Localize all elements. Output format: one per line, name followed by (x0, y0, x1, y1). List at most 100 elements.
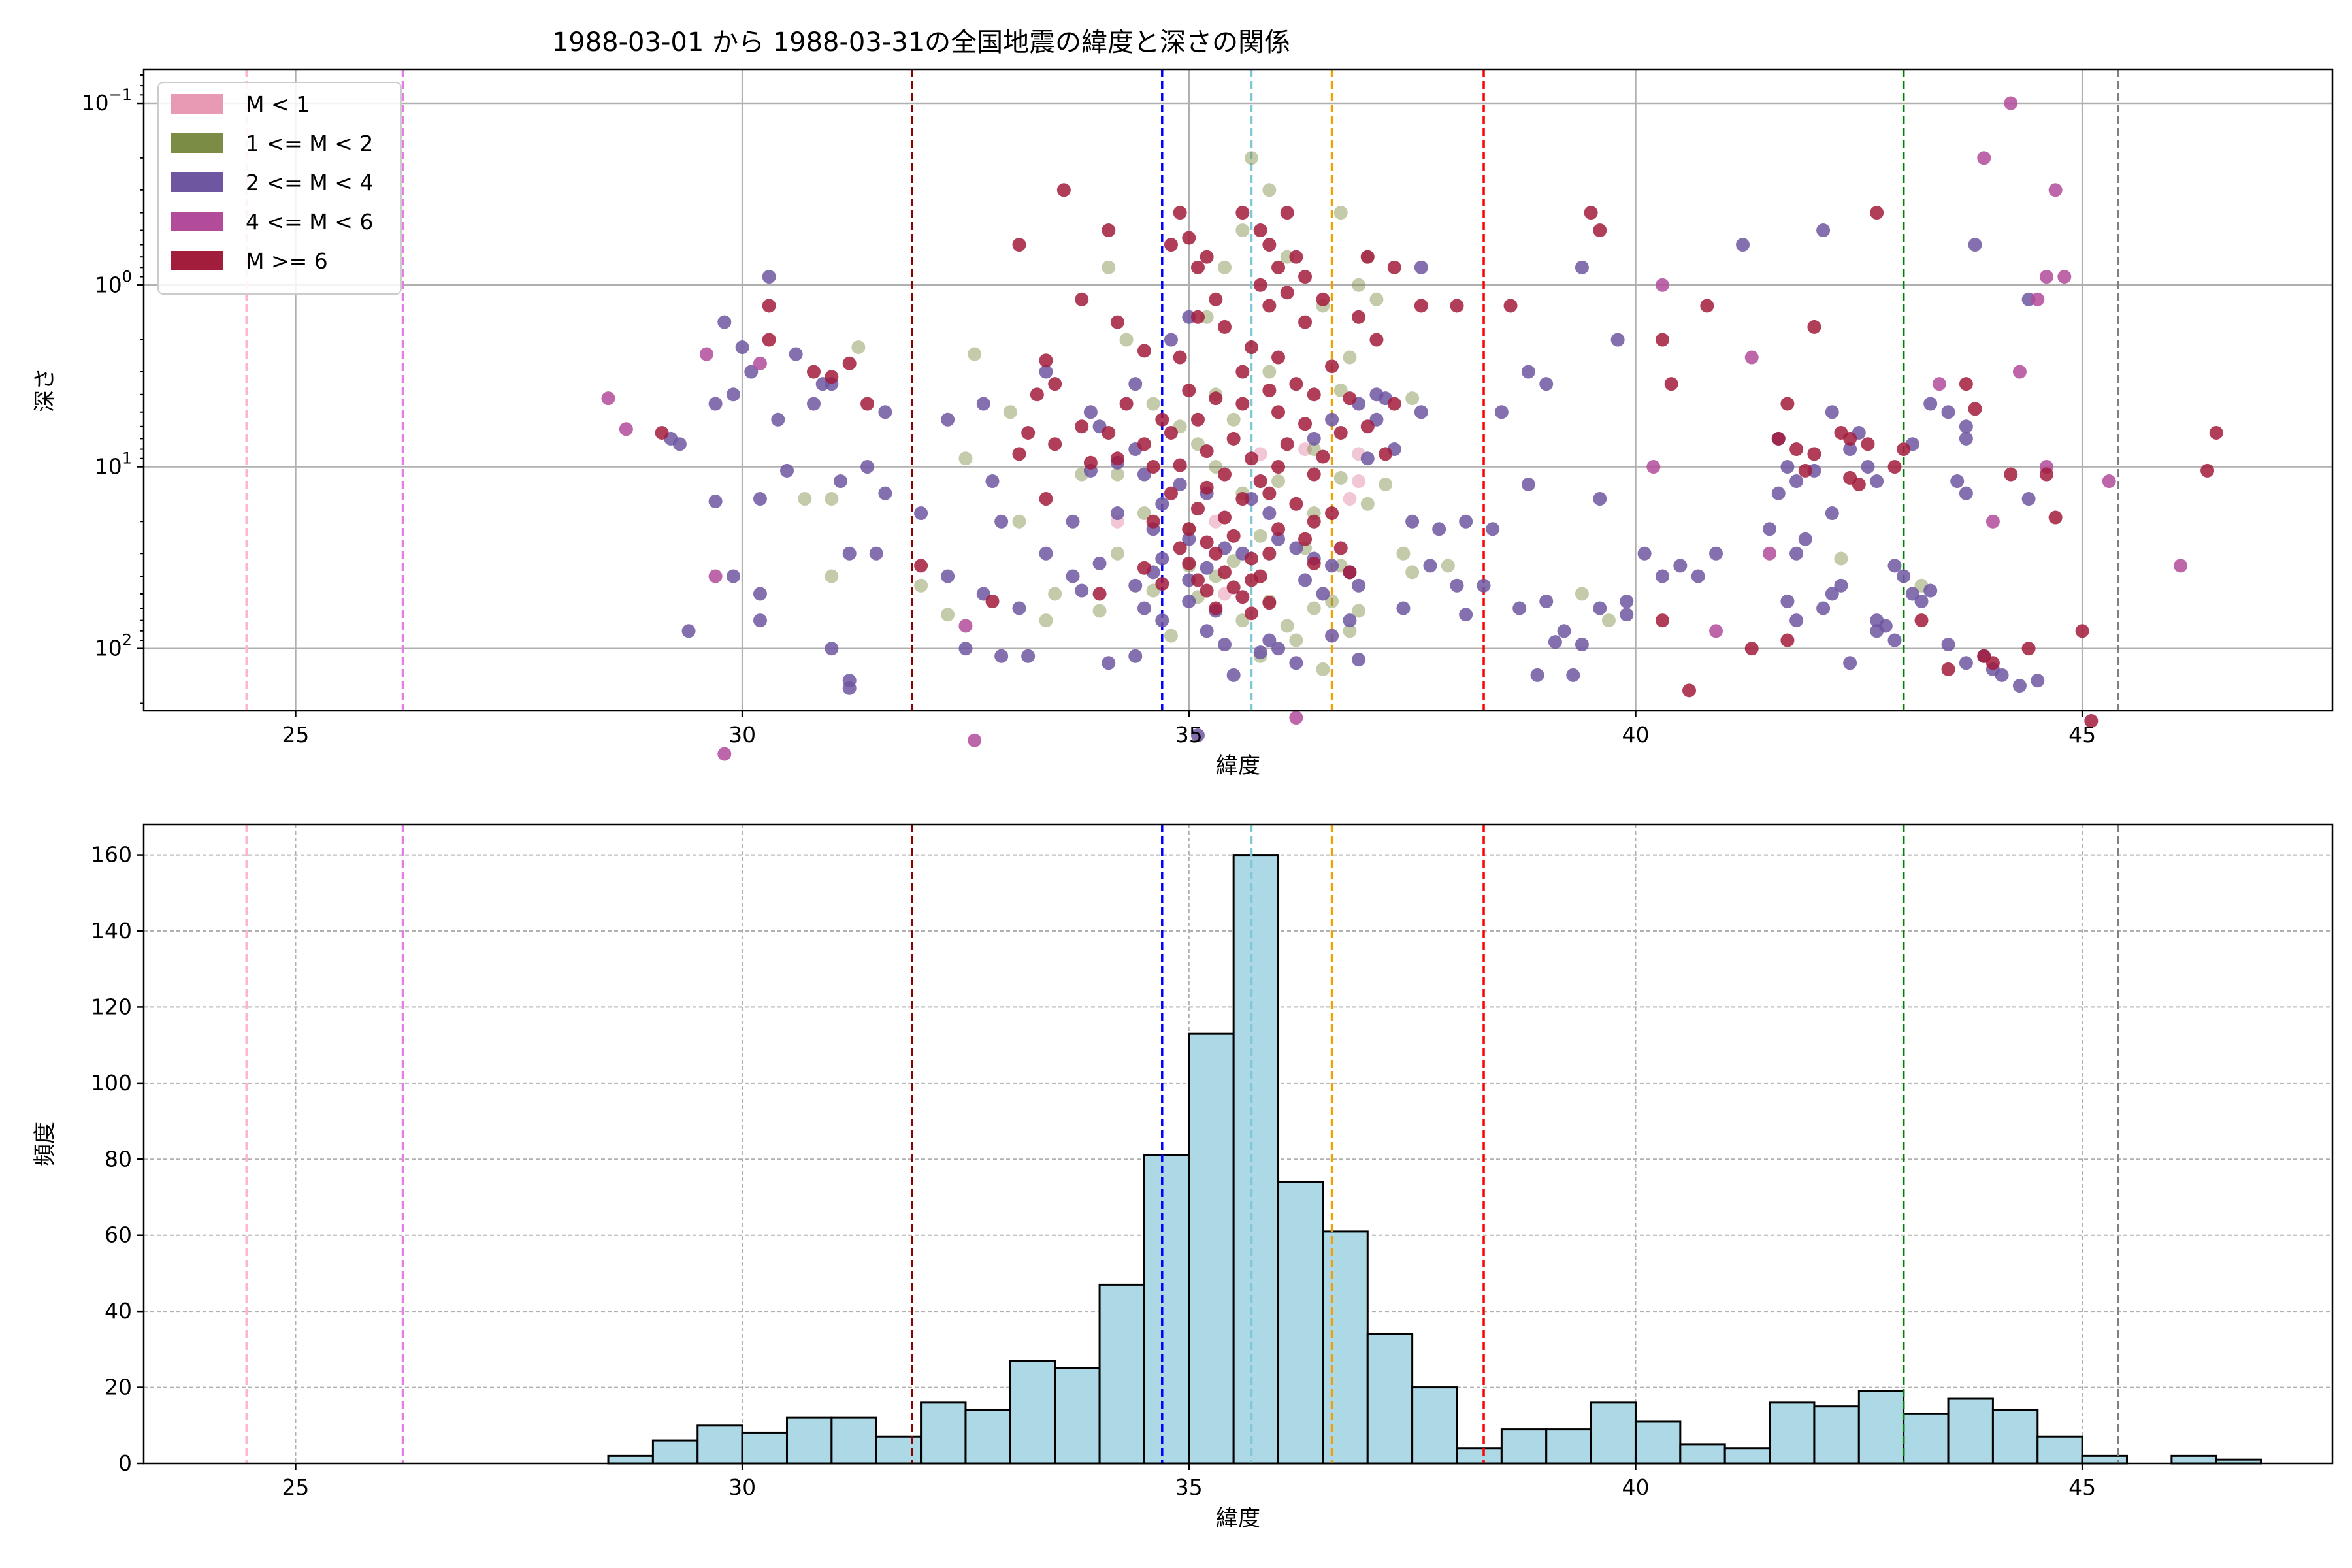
hist-bar (1991, 1409, 2039, 1465)
scatter-point (1173, 350, 1187, 365)
scatter-point (1262, 365, 1277, 379)
scatter-point (1521, 477, 1535, 491)
hist-bar (1634, 1420, 1682, 1465)
scatter-point (1575, 587, 1589, 601)
scatter-point (1146, 397, 1160, 411)
scatter-point (1807, 319, 1821, 334)
scatter-point (1253, 278, 1267, 292)
scatter-point (968, 347, 982, 361)
legend-swatch (171, 212, 223, 231)
scatter-point (1209, 292, 1223, 306)
scatter-point (1164, 486, 1178, 500)
scatter-point (1995, 668, 2009, 682)
scatter-point (1289, 541, 1303, 555)
scatter-point (1280, 206, 1294, 220)
hist-y-tick-label: 160 (91, 842, 132, 868)
hist-y-tick-label: 80 (105, 1146, 132, 1171)
scatter-point (1352, 310, 1366, 324)
legend-label: 2 <= M < 4 (246, 170, 373, 195)
scatter-point (1575, 638, 1589, 652)
scatter-point (1307, 431, 1321, 446)
scatter-point (601, 391, 615, 406)
scatter-point (1593, 223, 1607, 238)
scatter-point (1209, 391, 1223, 406)
scatter-point (2200, 463, 2215, 478)
scatter-point (1289, 250, 1303, 264)
scatter-point (1763, 522, 1777, 536)
scatter-point (681, 624, 696, 638)
scatter-point (2048, 183, 2063, 197)
scatter-point (1566, 668, 1580, 682)
scatter-point (1414, 299, 1428, 313)
scatter-point (1226, 668, 1241, 682)
scatter-point (1190, 260, 1205, 274)
scatter-point (1959, 486, 1973, 500)
scatter-point (1092, 556, 1107, 570)
scatter-point (1825, 506, 1839, 521)
scatter-point (1959, 419, 1973, 434)
scatter-point (1182, 231, 1196, 245)
scatter-point (1709, 624, 1723, 638)
scatter-y-tick-label: 10−1 (82, 86, 132, 116)
hist-y-tick-label: 40 (105, 1298, 132, 1324)
scatter-point (825, 642, 839, 656)
scatter-point (1316, 449, 1330, 464)
scatter-point (1333, 470, 1348, 485)
scatter-point (1870, 474, 1884, 489)
hist-bar (2170, 1454, 2217, 1465)
scatter-point (1941, 405, 1955, 419)
scatter-point (1441, 559, 1455, 573)
scatter-point (1271, 532, 1286, 546)
scatter-point (914, 578, 928, 593)
scatter-point (958, 619, 973, 633)
scatter-x-tick-label: 30 (728, 722, 756, 747)
scatter-point (851, 340, 866, 355)
scatter-y-tick-label: 102 (95, 631, 132, 661)
scatter-point (1655, 613, 1669, 628)
scatter-point (1387, 397, 1401, 411)
scatter-point (1262, 299, 1277, 313)
scatter-point (1271, 522, 1286, 536)
scatter-point (1200, 480, 1214, 495)
scatter-point (1217, 638, 1232, 652)
hist-bar (607, 1454, 654, 1465)
scatter-point (1405, 565, 1420, 580)
scatter-point (1182, 594, 1196, 608)
scatter-point (1173, 458, 1187, 472)
scatter-point (1200, 250, 1214, 264)
scatter-point (842, 681, 857, 695)
hist-bar (1411, 1386, 1458, 1465)
scatter-point (1289, 497, 1303, 511)
scatter-point (798, 491, 812, 506)
scatter-point (869, 546, 883, 561)
scatter-point (1039, 491, 1053, 506)
scatter-point (1763, 546, 1777, 561)
scatter-point (2039, 467, 2053, 482)
scatter-point (1700, 299, 1714, 313)
scatter-point (1012, 447, 1026, 461)
scatter-point (1012, 601, 1026, 615)
scatter-point (753, 491, 767, 506)
scatter-point (1414, 405, 1428, 419)
scatter-point (1423, 559, 1437, 573)
scatter-point (985, 474, 1000, 489)
scatter-point (1289, 656, 1303, 670)
scatter-point (1494, 405, 1509, 419)
scatter-point (1405, 391, 1420, 406)
scatter-point (1262, 546, 1277, 561)
scatter-point (1343, 565, 1357, 580)
scatter-point (1245, 573, 1259, 587)
scatter-point (1637, 546, 1652, 561)
scatter-point (1780, 594, 1795, 608)
scatter-point (1102, 425, 1116, 440)
scatter-point (1343, 624, 1357, 638)
scatter-point (1235, 206, 1250, 220)
scatter-point (1137, 601, 1151, 615)
hist-bar (964, 1409, 1011, 1465)
scatter-point (1245, 451, 1259, 466)
scatter-point (985, 594, 1000, 608)
scatter-point (958, 642, 973, 656)
scatter-point (1075, 419, 1089, 434)
scatter-point (1226, 431, 1241, 446)
scatter-point (2174, 559, 2188, 573)
